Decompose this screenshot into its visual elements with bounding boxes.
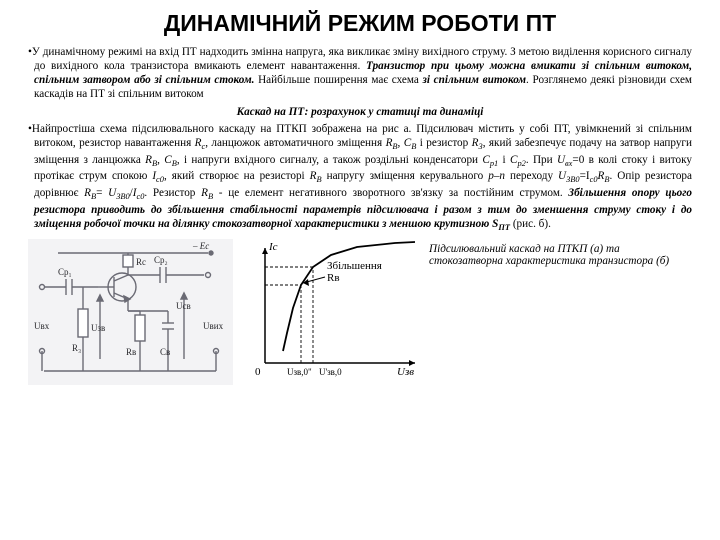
figure-caption: Підсилювальний каскад на ПТКП (а) та сто… bbox=[429, 239, 692, 267]
svg-text:Uвх: Uвх bbox=[34, 321, 50, 331]
svg-text:Rc: Rc bbox=[136, 257, 146, 267]
svg-text:Uвих: Uвих bbox=[203, 321, 224, 331]
svg-text:– Ec: – Ec bbox=[192, 241, 209, 251]
paragraph-2: •Найпростіша схема підсилювального каска… bbox=[28, 122, 692, 234]
svg-text:Iс: Iс bbox=[268, 241, 278, 253]
svg-text:Uзв: Uзв bbox=[397, 366, 414, 377]
svg-text:Uзв: Uзв bbox=[91, 323, 105, 333]
p1-c: Найбільше поширення має схема bbox=[254, 74, 422, 86]
svg-text:Ucв: Ucв bbox=[176, 301, 191, 311]
svg-text:Uзв,0": Uзв,0" bbox=[287, 367, 312, 377]
circuit-diagram: – Ec Cp₁ Uвх bbox=[28, 239, 233, 385]
svg-text:Rв: Rв bbox=[327, 272, 340, 284]
page-title: ДИНАМІЧНИЙ РЕЖИМ РОБОТИ ПТ bbox=[28, 10, 692, 37]
svg-text:U'зв,0: U'зв,0 bbox=[319, 367, 342, 377]
figures-row: – Ec Cp₁ Uвх bbox=[28, 239, 692, 385]
svg-text:R₃: R₃ bbox=[72, 343, 81, 353]
iv-chart: Iс Uзв 0 Uзв,0" U'зв,0 ЗбільшенняRв bbox=[247, 239, 415, 377]
svg-text:Rв: Rв bbox=[126, 347, 136, 357]
svg-text:Cp₂: Cp₂ bbox=[154, 255, 168, 265]
svg-text:0: 0 bbox=[255, 366, 261, 377]
svg-text:Cв: Cв bbox=[160, 347, 170, 357]
svg-text:Збільшення: Збільшення bbox=[327, 260, 382, 272]
paragraph-1: •У динамічному режимі на вхід ПТ надходи… bbox=[28, 45, 692, 101]
p1-d: зі спільним витоком bbox=[423, 74, 527, 86]
svg-text:Cp₁: Cp₁ bbox=[58, 267, 72, 277]
subheading: Каскад на ПТ: розрахунок у статиці та ди… bbox=[28, 106, 692, 118]
